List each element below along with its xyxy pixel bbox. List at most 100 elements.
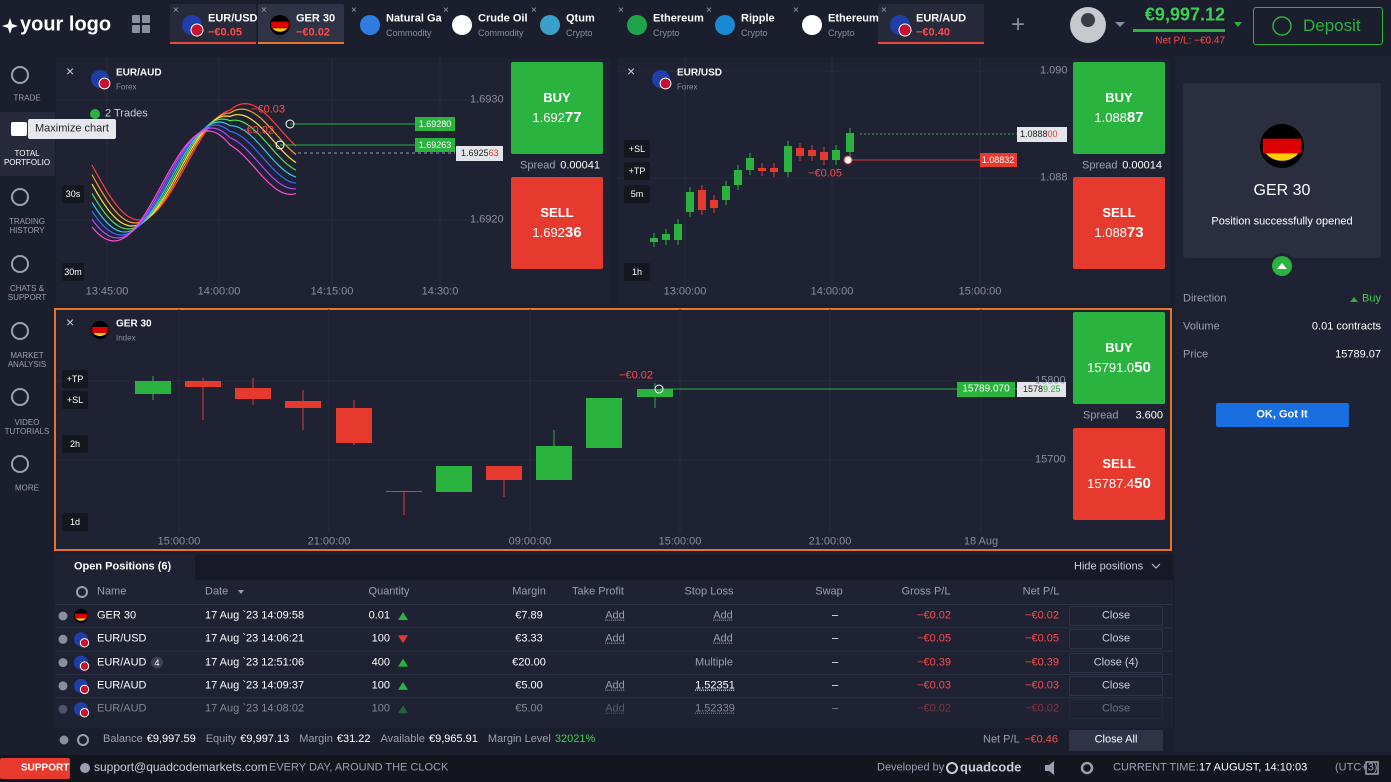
candle-body bbox=[784, 146, 792, 172]
detail-value: 0.01 contracts bbox=[1311, 320, 1381, 333]
price-axis-label: 15700 bbox=[1035, 453, 1066, 466]
close-all-button[interactable] bbox=[1069, 730, 1163, 751]
tab-name[interactable]: EUR/AUD bbox=[916, 12, 967, 25]
tool-label[interactable]: 30m bbox=[64, 266, 82, 277]
sidebar-item[interactable]: TRADE bbox=[13, 93, 41, 103]
flag-sub bbox=[190, 23, 204, 37]
buy-button[interactable]: BUY 1.69277 bbox=[511, 62, 603, 154]
tool-label[interactable]: 2h bbox=[69, 438, 81, 449]
close-all-label[interactable]: Close All bbox=[1094, 733, 1138, 746]
support-email[interactable]: support@quadcodemarkets.com bbox=[94, 760, 268, 775]
tool-label[interactable]: 1h bbox=[631, 266, 643, 277]
tool-label[interactable]: +SL bbox=[628, 143, 646, 154]
support-button[interactable] bbox=[0, 758, 70, 779]
flag-sub bbox=[79, 638, 90, 648]
close-label[interactable]: Close (4) bbox=[1093, 656, 1139, 669]
tool-button[interactable] bbox=[624, 185, 650, 203]
sidebar-item[interactable]: VIDEO TUTORIALS bbox=[4, 417, 50, 436]
position-tp[interactable]: Add bbox=[605, 609, 625, 622]
close-button[interactable] bbox=[1069, 606, 1163, 626]
sell-label: SELL bbox=[1102, 204, 1136, 220]
position-sl[interactable]: Add bbox=[713, 632, 733, 645]
tab-name[interactable]: Crude Oil bbox=[478, 12, 528, 25]
tool-button[interactable] bbox=[62, 263, 84, 281]
tool-label[interactable]: 1d bbox=[69, 516, 81, 527]
tab-name[interactable]: Ethereum bbox=[828, 12, 879, 25]
ok-label[interactable]: OK, Got It bbox=[1256, 408, 1308, 421]
indicator-line bbox=[91, 118, 297, 230]
tab-icon bbox=[540, 15, 560, 35]
position-sl[interactable]: 1.52339 bbox=[695, 702, 735, 715]
price-axis-label: 15800 bbox=[1035, 374, 1066, 387]
deposit-button[interactable] bbox=[1253, 7, 1383, 45]
tool-button[interactable] bbox=[62, 370, 88, 388]
position-sl[interactable]: 1.52351 bbox=[695, 679, 735, 692]
close-label[interactable]: Close bbox=[1101, 632, 1131, 645]
sell-button[interactable]: SELL 1.08873 bbox=[1073, 177, 1165, 269]
close-button[interactable] bbox=[1069, 652, 1163, 673]
buy-button[interactable]: BUY 15791.050 bbox=[1073, 312, 1165, 404]
price-row: 15791.050 bbox=[1087, 359, 1151, 377]
tool-label[interactable]: +TP bbox=[66, 373, 84, 384]
hide-positions[interactable]: Hide positions bbox=[1074, 560, 1144, 573]
tool-button[interactable] bbox=[624, 263, 650, 281]
tool-label[interactable]: 30s bbox=[65, 188, 81, 199]
sidebar-item[interactable]: TRADING HISTORY bbox=[9, 216, 45, 235]
close-label[interactable]: Close bbox=[1101, 679, 1131, 692]
close-button[interactable] bbox=[1069, 699, 1163, 720]
direction-arrow bbox=[398, 635, 408, 644]
sell-button[interactable]: SELL 1.69236 bbox=[511, 177, 603, 269]
tab-name[interactable]: GER 30 bbox=[296, 12, 336, 25]
account-item: Equity €9,997.13 bbox=[206, 733, 290, 745]
tab-name[interactable]: EUR/USD bbox=[208, 12, 258, 25]
sidebar-item[interactable]: CHATS & SUPPORT bbox=[7, 283, 47, 302]
tool-button[interactable] bbox=[62, 513, 88, 531]
tab-underline bbox=[878, 42, 984, 44]
tool-label[interactable]: +SL bbox=[66, 394, 84, 405]
tab-name[interactable]: Natural Ga bbox=[386, 12, 442, 25]
close-label[interactable]: Close bbox=[1101, 609, 1131, 622]
sidebar-item[interactable]: TOTAL PORTFOLIO bbox=[3, 148, 51, 167]
tool-button[interactable] bbox=[62, 391, 88, 409]
candle-body bbox=[185, 381, 221, 387]
tool-button[interactable] bbox=[62, 435, 88, 453]
time-axis-label: 21:00:00 bbox=[808, 535, 852, 548]
support-label[interactable]: SUPPORT bbox=[21, 762, 70, 774]
sidebar-item[interactable]: MORE bbox=[15, 483, 39, 493]
close-button[interactable] bbox=[1069, 675, 1163, 696]
position-sl[interactable]: Multiple bbox=[695, 656, 733, 669]
current-main: 1.6925 bbox=[461, 147, 489, 158]
column-header: Margin bbox=[512, 585, 546, 598]
tool-label[interactable]: +TP bbox=[628, 165, 646, 176]
tool-button[interactable] bbox=[624, 140, 650, 158]
deposit-label[interactable]: Deposit bbox=[1303, 16, 1361, 36]
position-tp[interactable]: Add bbox=[605, 702, 625, 715]
position-quantity: 400 bbox=[371, 656, 390, 669]
tool-label[interactable]: 5m bbox=[630, 188, 644, 199]
candle-body bbox=[832, 150, 840, 160]
position-swap: – bbox=[831, 702, 839, 715]
ok-button[interactable] bbox=[1216, 403, 1349, 427]
positions-tab[interactable]: Open Positions (6) bbox=[74, 560, 172, 573]
position-swap: – bbox=[831, 656, 839, 669]
candle-body bbox=[746, 158, 754, 170]
position-tp[interactable]: Add bbox=[605, 632, 625, 645]
buy-button[interactable]: BUY 1.08887 bbox=[1073, 62, 1165, 154]
direction-arrow bbox=[398, 658, 408, 667]
tab-name[interactable]: Ripple bbox=[741, 12, 775, 25]
tab-close: × bbox=[793, 5, 799, 16]
sidebar-item[interactable]: MARKET ANALYSIS bbox=[7, 350, 47, 369]
sell-button[interactable]: SELL 15787.450 bbox=[1073, 428, 1165, 520]
detail-value: 15789.07 bbox=[1335, 348, 1381, 361]
tab-name[interactable]: Qtum bbox=[566, 12, 595, 25]
flag-stripe bbox=[271, 21, 289, 29]
time-axis-label: 14:00:00 bbox=[810, 285, 854, 298]
close-button[interactable] bbox=[1069, 629, 1163, 650]
price-row: 1.08887 bbox=[1094, 109, 1143, 127]
tool-button[interactable] bbox=[62, 185, 84, 203]
position-sl[interactable]: Add bbox=[713, 609, 733, 622]
tab-name[interactable]: Ethereum bbox=[653, 12, 704, 25]
tool-button[interactable] bbox=[624, 162, 650, 180]
close-label[interactable]: Close bbox=[1101, 702, 1131, 715]
position-tp[interactable]: Add bbox=[605, 679, 625, 692]
